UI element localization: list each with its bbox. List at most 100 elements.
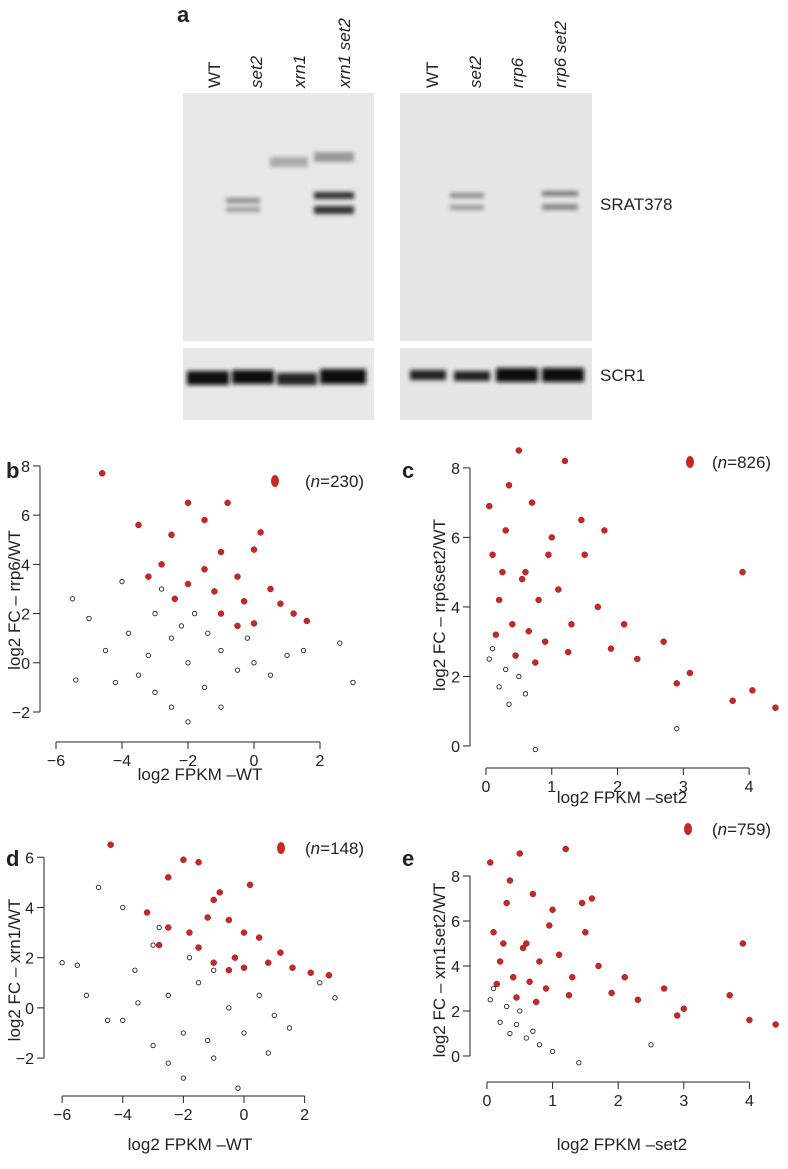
point (303, 617, 311, 625)
y-tick-label: 8 (451, 869, 460, 886)
x-tick-label: 0 (482, 779, 491, 796)
band (450, 205, 484, 210)
point (565, 992, 573, 999)
y-tick-label: 6 (451, 914, 460, 931)
band (454, 371, 490, 381)
point (350, 679, 356, 686)
point (186, 929, 193, 936)
y-tick-label: 4 (451, 600, 460, 617)
point-series (59, 884, 338, 1091)
blot-panel (400, 93, 592, 341)
point (145, 573, 152, 580)
point-series (107, 841, 333, 979)
band-label: SRAT378 (600, 195, 672, 214)
point (256, 992, 262, 998)
point (235, 1085, 241, 1091)
point (210, 959, 217, 966)
point (205, 630, 211, 636)
point (499, 568, 506, 576)
band (542, 368, 584, 382)
point (503, 899, 510, 907)
annotation: (n=826) (712, 453, 771, 472)
band (542, 191, 578, 196)
point (588, 895, 596, 902)
point (201, 566, 208, 573)
point (191, 610, 198, 617)
point (225, 966, 233, 974)
point (95, 884, 102, 891)
y-tick-label: −2 (16, 1051, 34, 1068)
band (226, 198, 260, 203)
panel-label: b (6, 458, 19, 483)
x-tick-label: 4 (745, 779, 754, 796)
point-series (487, 985, 654, 1066)
lane-label: rrp6 set2 (551, 20, 570, 88)
point (112, 679, 119, 686)
point (267, 672, 274, 678)
lane-label: xrn1 set2 (335, 18, 354, 89)
point (569, 974, 576, 981)
x-tick-label: 0 (250, 753, 259, 770)
point (195, 980, 202, 986)
point (519, 944, 527, 952)
point-series (486, 447, 779, 711)
point (216, 889, 224, 896)
annotation-part: ( (305, 472, 311, 491)
point (225, 916, 233, 924)
y-tick-label: 0 (21, 656, 30, 673)
point (523, 940, 530, 947)
point (211, 1055, 217, 1061)
point (184, 499, 192, 507)
band (450, 193, 484, 198)
point (548, 534, 556, 541)
point (265, 1050, 271, 1056)
point (680, 1005, 688, 1012)
point (674, 725, 680, 732)
point (74, 962, 80, 968)
point (69, 596, 76, 602)
point (240, 964, 248, 971)
annotation-part: n (718, 820, 727, 839)
point (218, 647, 224, 654)
point (555, 951, 563, 958)
lane-label: set2 (247, 55, 266, 88)
point (542, 985, 550, 992)
point (168, 531, 175, 539)
legend-marker (686, 456, 694, 468)
point (576, 1060, 582, 1066)
point (180, 1030, 187, 1036)
y-axis-label: log2 FC – xrn1/WT (5, 899, 24, 1042)
annotation-part: ( (305, 839, 311, 858)
x-tick-label: 2 (613, 779, 622, 796)
point (332, 995, 338, 1001)
y-tick-label: 8 (451, 461, 460, 478)
point (267, 585, 274, 593)
x-axis-label: log2 FPKM –WT (138, 765, 263, 784)
y-tick-label: 4 (25, 900, 34, 917)
point (290, 610, 297, 617)
point (555, 586, 562, 593)
x-tick-label: 1 (547, 779, 556, 796)
blot-panel (400, 348, 592, 420)
x-axis-label: log2 FPKM –set2 (557, 1135, 687, 1154)
panel-label: d (6, 846, 19, 871)
point (507, 1030, 513, 1037)
point (217, 610, 225, 617)
point (119, 578, 125, 585)
point (493, 980, 501, 988)
point (104, 1017, 111, 1024)
point (505, 481, 513, 489)
point-series (98, 470, 311, 630)
annotation-part: n (311, 839, 320, 858)
point (224, 499, 231, 507)
x-tick-label: 0 (483, 1093, 492, 1110)
point (746, 1016, 753, 1024)
point (164, 874, 172, 881)
point (607, 645, 615, 652)
band (542, 204, 578, 210)
point (195, 859, 202, 866)
point (271, 1012, 277, 1019)
point (506, 877, 514, 884)
point (204, 1037, 211, 1044)
panel-label: a (177, 2, 190, 27)
